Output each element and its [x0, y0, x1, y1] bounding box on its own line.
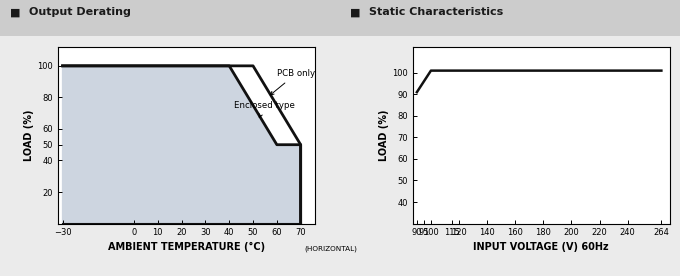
- Y-axis label: LOAD (%): LOAD (%): [24, 110, 35, 161]
- Text: Static Characteristics: Static Characteristics: [369, 7, 503, 17]
- Text: ■: ■: [10, 7, 20, 17]
- Text: (HORIZONTAL): (HORIZONTAL): [304, 246, 357, 252]
- Text: Output Derating: Output Derating: [29, 7, 131, 17]
- X-axis label: AMBIENT TEMPERATURE (°C): AMBIENT TEMPERATURE (°C): [108, 242, 265, 252]
- Text: Enclosed type: Enclosed type: [234, 101, 295, 118]
- Polygon shape: [63, 66, 301, 224]
- X-axis label: INPUT VOLTAGE (V) 60Hz: INPUT VOLTAGE (V) 60Hz: [473, 242, 609, 252]
- Text: ■: ■: [350, 7, 360, 17]
- Text: PCB only: PCB only: [271, 70, 315, 95]
- Y-axis label: LOAD (%): LOAD (%): [379, 110, 389, 161]
